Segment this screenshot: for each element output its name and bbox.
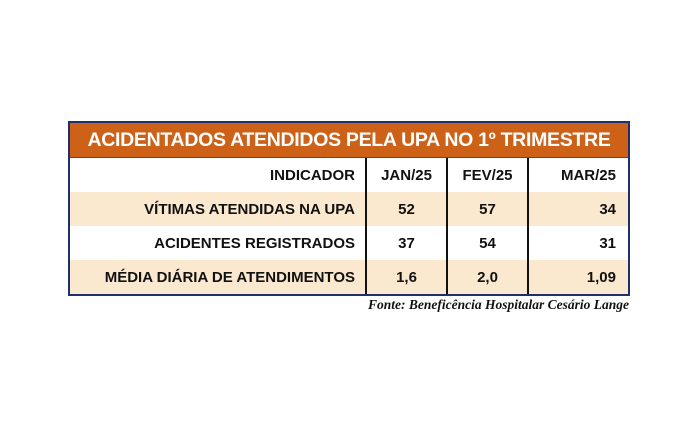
cell-mar: 31 [527,226,628,260]
cell-jan: 37 [365,226,447,260]
table-row: MÉDIA DIÁRIA DE ATENDIMENTOS 1,6 2,0 1,0… [70,260,628,294]
header-fev: FEV/25 [446,158,528,192]
header-mar: MAR/25 [527,158,628,192]
indicator-table: INDICADOR JAN/25 FEV/25 MAR/25 VÍTIMAS A… [70,158,628,294]
table-row: ACIDENTES REGISTRADOS 37 54 31 [70,226,628,260]
header-jan: JAN/25 [365,158,447,192]
cell-jan: 1,6 [365,260,447,294]
cell-mar: 34 [527,192,628,226]
row-label: ACIDENTES REGISTRADOS [70,226,366,260]
table-title: ACIDENTADOS ATENDIDOS PELA UPA NO 1º TRI… [70,123,628,158]
data-table: ACIDENTADOS ATENDIDOS PELA UPA NO 1º TRI… [68,121,630,296]
header-indicator: INDICADOR [70,158,366,192]
cell-jan: 52 [365,192,447,226]
row-label: VÍTIMAS ATENDIDAS NA UPA [70,192,366,226]
cell-fev: 2,0 [446,260,528,294]
source-caption: Fonte: Beneficência Hospitalar Cesário L… [368,297,629,312]
cell-fev: 54 [446,226,528,260]
table-row: VÍTIMAS ATENDIDAS NA UPA 52 57 34 [70,192,628,226]
header-row: INDICADOR JAN/25 FEV/25 MAR/25 [70,158,628,192]
cell-mar: 1,09 [527,260,628,294]
cell-fev: 57 [446,192,528,226]
row-label: MÉDIA DIÁRIA DE ATENDIMENTOS [70,260,366,294]
